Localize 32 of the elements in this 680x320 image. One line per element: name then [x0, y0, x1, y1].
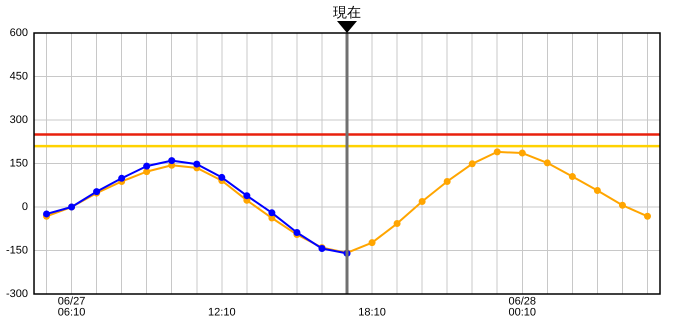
y-tick-label: -300	[6, 288, 28, 300]
point	[618, 202, 626, 209]
point	[368, 239, 376, 246]
point	[193, 160, 200, 168]
point	[544, 159, 551, 166]
point	[468, 160, 476, 168]
y-tick-label: 300	[10, 114, 28, 126]
x-tick-label: 06/28 00:10	[508, 296, 536, 319]
ref-line-label: 現在	[333, 4, 362, 20]
x-tick-label: 18:10	[358, 306, 386, 319]
point	[218, 174, 226, 181]
y-tick-label: 450	[10, 70, 28, 83]
point	[594, 186, 601, 194]
x-tick-label: 06/27 06:10	[58, 296, 86, 319]
point	[143, 162, 150, 170]
point	[168, 157, 176, 164]
point	[518, 150, 526, 157]
point	[568, 173, 576, 180]
point	[268, 209, 276, 216]
x-tick-label: 12:10	[208, 306, 236, 319]
y-tick-label: -150	[6, 244, 28, 257]
y-tick-label: 600	[10, 27, 28, 40]
point	[394, 220, 401, 228]
point	[444, 178, 451, 185]
point	[644, 212, 651, 220]
y-tick-label: 150	[10, 158, 28, 170]
y-tick-label: 0	[22, 201, 28, 214]
point	[494, 148, 501, 156]
point	[418, 198, 426, 205]
point	[43, 210, 50, 218]
point	[118, 174, 126, 182]
point	[243, 192, 250, 200]
